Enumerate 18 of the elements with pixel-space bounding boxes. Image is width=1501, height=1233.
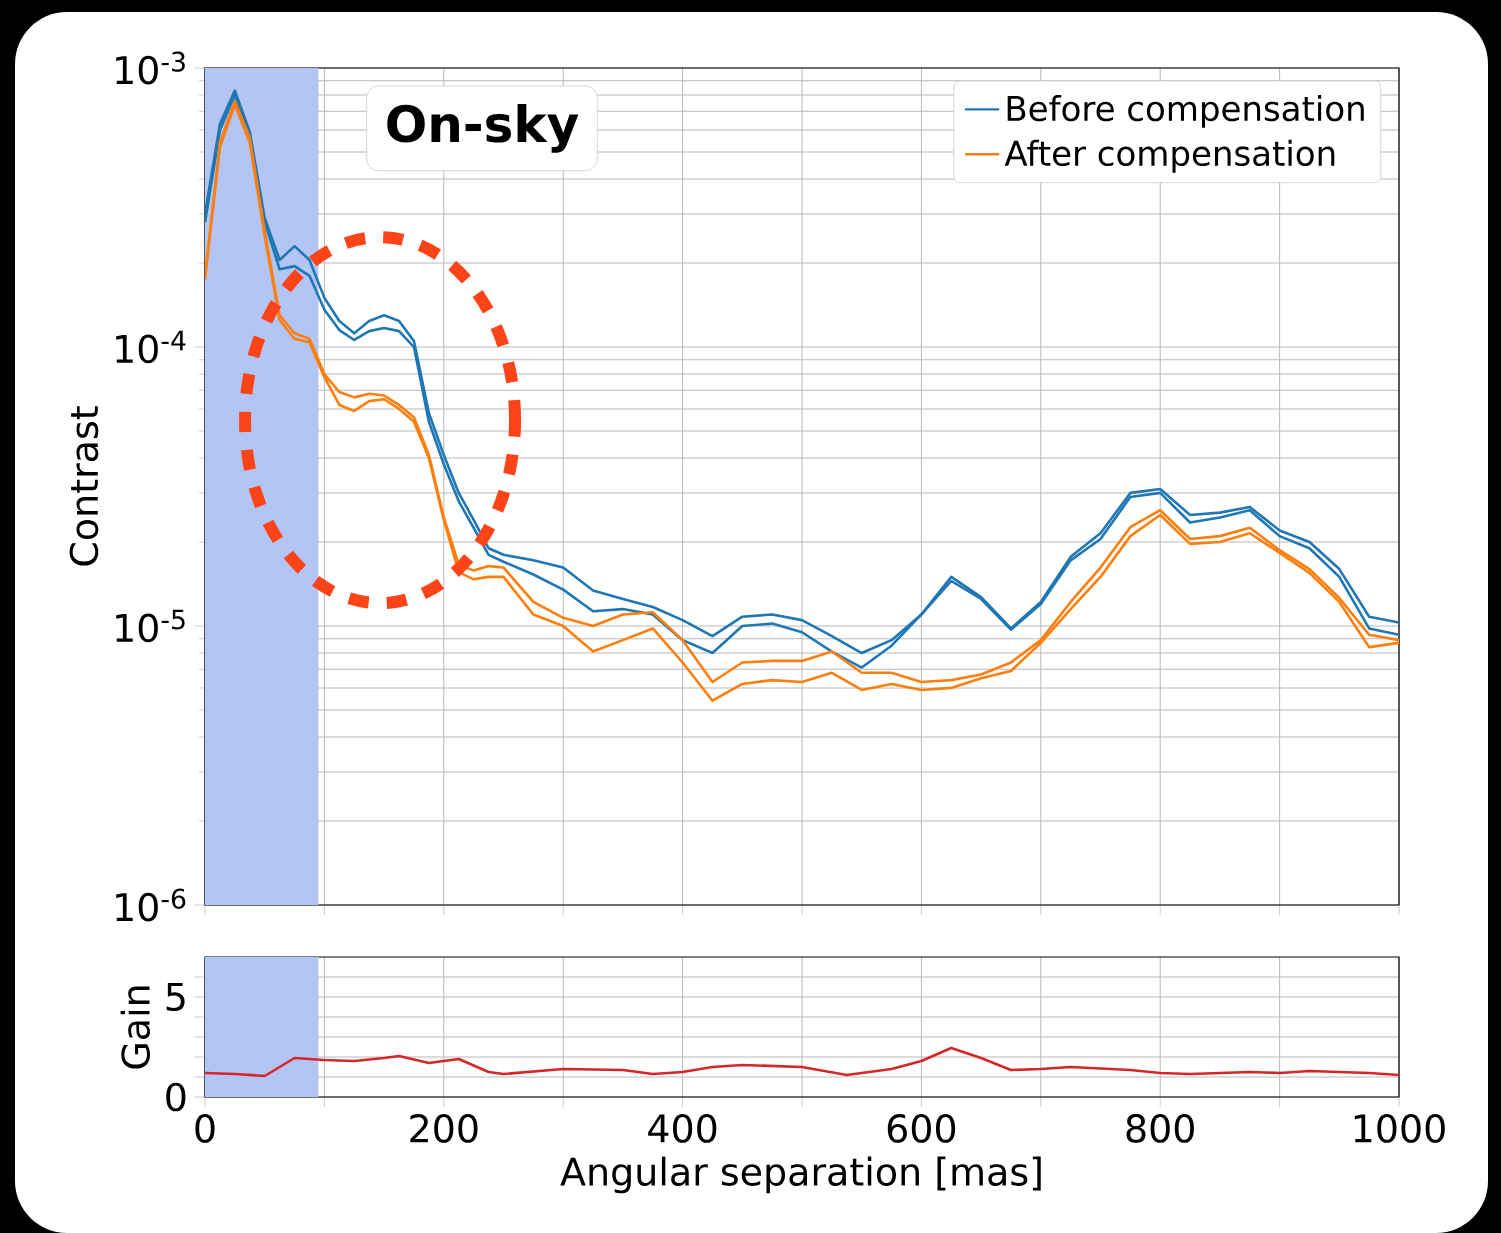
legend-label: After compensation: [1004, 139, 1335, 173]
y-tick-label: 10$^{-6}$: [116, 888, 186, 922]
x-tick-label: 1000: [1354, 1114, 1445, 1143]
x-tick-label: 200: [410, 1114, 478, 1143]
annotation: On-sky: [387, 103, 579, 153]
y-tick-label: 10$^{-5}$: [116, 609, 185, 643]
x-tick-label: 600: [887, 1114, 956, 1143]
legend-label: Before compensation: [1007, 94, 1364, 128]
y-axis-title: Gain: [120, 986, 151, 1069]
x-axis-title: Angular separation [mas]: [560, 1156, 1041, 1194]
x-tick-label: 800: [1126, 1114, 1194, 1143]
y-tick-label: 10$^{-3}$: [116, 51, 185, 85]
y-tick-label: 10$^{-4}$: [116, 330, 186, 364]
y-tick-label: 0: [166, 1082, 186, 1112]
x-tick-label: 0: [195, 1114, 215, 1143]
x-tick-label: 400: [648, 1114, 717, 1143]
y-tick-label: 5: [166, 982, 185, 1012]
y-axis-title: Contrast: [69, 406, 99, 566]
